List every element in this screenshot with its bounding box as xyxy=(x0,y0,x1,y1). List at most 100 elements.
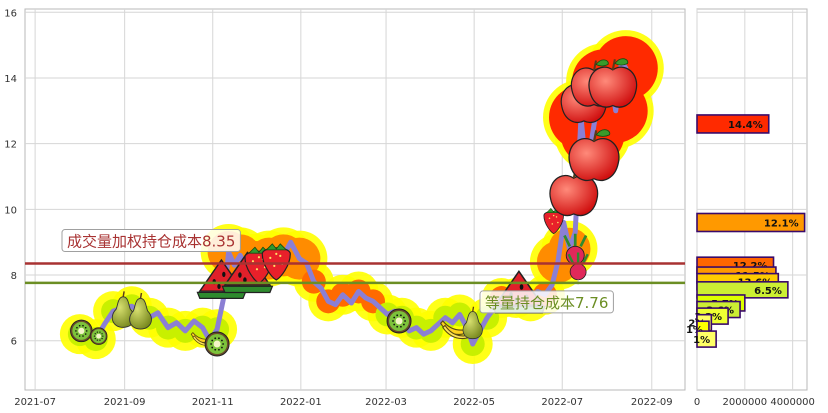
kiwi-seed xyxy=(76,326,78,329)
x-tick-label: 2022-03 xyxy=(365,397,407,408)
apple-body xyxy=(549,174,599,217)
kiwi-seed xyxy=(102,335,104,337)
kiwi-seed xyxy=(82,324,84,327)
apple-leaf xyxy=(595,129,611,137)
kiwi-seed xyxy=(396,325,399,328)
kiwi-seed xyxy=(393,316,396,319)
kiwi-seed xyxy=(393,323,396,326)
histogram-bar-label: 1% xyxy=(693,335,710,346)
kiwi-core xyxy=(213,340,221,348)
strawberry-seed xyxy=(552,214,555,217)
apple-body xyxy=(588,66,638,108)
strawberry-seed xyxy=(557,221,559,224)
watermelon-seed xyxy=(519,284,524,290)
kiwi-seed xyxy=(210,343,212,345)
apple-stem xyxy=(592,130,598,142)
kiwi-icon xyxy=(89,327,108,345)
price-line-group xyxy=(77,59,629,347)
kiwi-seed xyxy=(211,339,214,342)
strawberry-seed xyxy=(551,223,554,225)
apple-icon xyxy=(568,129,620,182)
kiwi-seed xyxy=(396,314,399,317)
kiwi-seed xyxy=(85,330,88,332)
price-line xyxy=(77,59,629,347)
kiwi-seed xyxy=(99,331,101,333)
histogram-bar-label: 14.4% xyxy=(728,120,763,131)
pear-stem xyxy=(139,292,143,299)
kiwi-seed xyxy=(75,330,77,332)
watermelon-rind xyxy=(196,291,247,300)
kiwi-seed xyxy=(404,320,406,322)
reference-label-box xyxy=(479,290,614,314)
chip-histogram-panel: 14.4%12.1%12.2%11.5%13.6%6.5%5.7%3.6%3.2… xyxy=(686,8,815,408)
reference-label: 成交量加权持仓成本8.35 xyxy=(67,233,235,251)
kiwi-seed xyxy=(76,333,78,335)
watermelon-seed xyxy=(238,272,242,278)
strawberry-seed xyxy=(251,260,255,263)
histogram-x-tick-label: 0 xyxy=(694,397,700,408)
y-tick-label: 12 xyxy=(4,140,17,151)
kiwi-seed xyxy=(94,333,96,335)
kiwi-seed xyxy=(211,346,214,349)
histogram-bar xyxy=(696,212,806,233)
radish-icon xyxy=(563,233,588,270)
histogram-bar-label: 12.1% xyxy=(764,218,799,229)
kiwi-seed xyxy=(403,323,405,326)
kiwi-seed xyxy=(93,335,96,337)
x-tick-label: 2022-07 xyxy=(541,397,583,408)
histogram-bar xyxy=(696,114,770,134)
y-axis: 6 8 10 12 14 16 xyxy=(4,8,17,347)
watermelon-rind xyxy=(221,285,274,294)
price-panel: 成交量加权持仓成本8.35 等量持仓成本7.76 6 8 10 12 14 16 2021-… xyxy=(4,8,686,408)
x-axis: 2021-07 2021-09 2021-11 2022-01 2022-03 2022-… xyxy=(14,397,672,408)
kiwi-seed xyxy=(221,346,223,349)
fruit-markers xyxy=(70,58,638,357)
radish-leaves xyxy=(563,233,588,247)
y-tick-label: 6 xyxy=(11,337,17,348)
pear-stem xyxy=(122,291,125,297)
histogram-x-axis: 0 2000000 4000000 xyxy=(694,397,815,408)
kiwi-icon xyxy=(204,331,230,357)
histogram-bar-label: 1% xyxy=(686,325,703,336)
kiwi-seed xyxy=(96,331,98,333)
kiwi-seed xyxy=(82,335,84,337)
strawberry-body xyxy=(543,210,564,235)
y-tick-label: 8 xyxy=(11,271,17,282)
x-tick-label: 2022-09 xyxy=(631,397,673,408)
kiwi-seed xyxy=(78,324,81,327)
kiwi-seed xyxy=(218,337,220,340)
kiwi-icon xyxy=(386,308,412,334)
kiwi-seed xyxy=(84,326,87,329)
strawberry-seed xyxy=(555,216,558,218)
pear-body xyxy=(462,311,483,340)
apple-leaf xyxy=(595,59,609,67)
watermelon-seed xyxy=(217,283,221,290)
kiwi-seed xyxy=(96,339,98,341)
strawberry-seed xyxy=(257,256,261,259)
x-tick-label: 2022-05 xyxy=(453,397,495,408)
watermelon-seed xyxy=(222,271,226,278)
kiwi-seed xyxy=(101,333,103,335)
strawberry-seed xyxy=(273,264,276,268)
radish-leaves xyxy=(567,252,589,265)
histogram-bars: 14.4%12.1%12.2%11.5%13.6%6.5%5.7%3.6%3.2… xyxy=(686,114,806,348)
kiwi-seed xyxy=(78,335,81,337)
radish-body xyxy=(569,263,587,281)
x-tick-label: 2021-11 xyxy=(192,397,234,408)
kiwi-seed xyxy=(218,348,220,351)
kiwi-seed xyxy=(400,325,402,328)
reference-label-box xyxy=(61,229,241,253)
histogram-grid xyxy=(696,9,807,390)
strawberry-seed xyxy=(269,256,272,260)
histogram-bar-label: 6.5% xyxy=(754,286,782,297)
strawberry-leaves xyxy=(265,243,288,251)
kiwi-core xyxy=(78,327,85,335)
kiwi-seed xyxy=(392,320,394,322)
apple-body xyxy=(568,137,620,182)
kiwi-seed xyxy=(101,338,103,340)
x-tick-label: 2022-01 xyxy=(280,397,322,408)
kiwi-seed xyxy=(214,337,217,340)
pear-stem xyxy=(472,306,475,312)
apple-icon xyxy=(588,58,638,108)
